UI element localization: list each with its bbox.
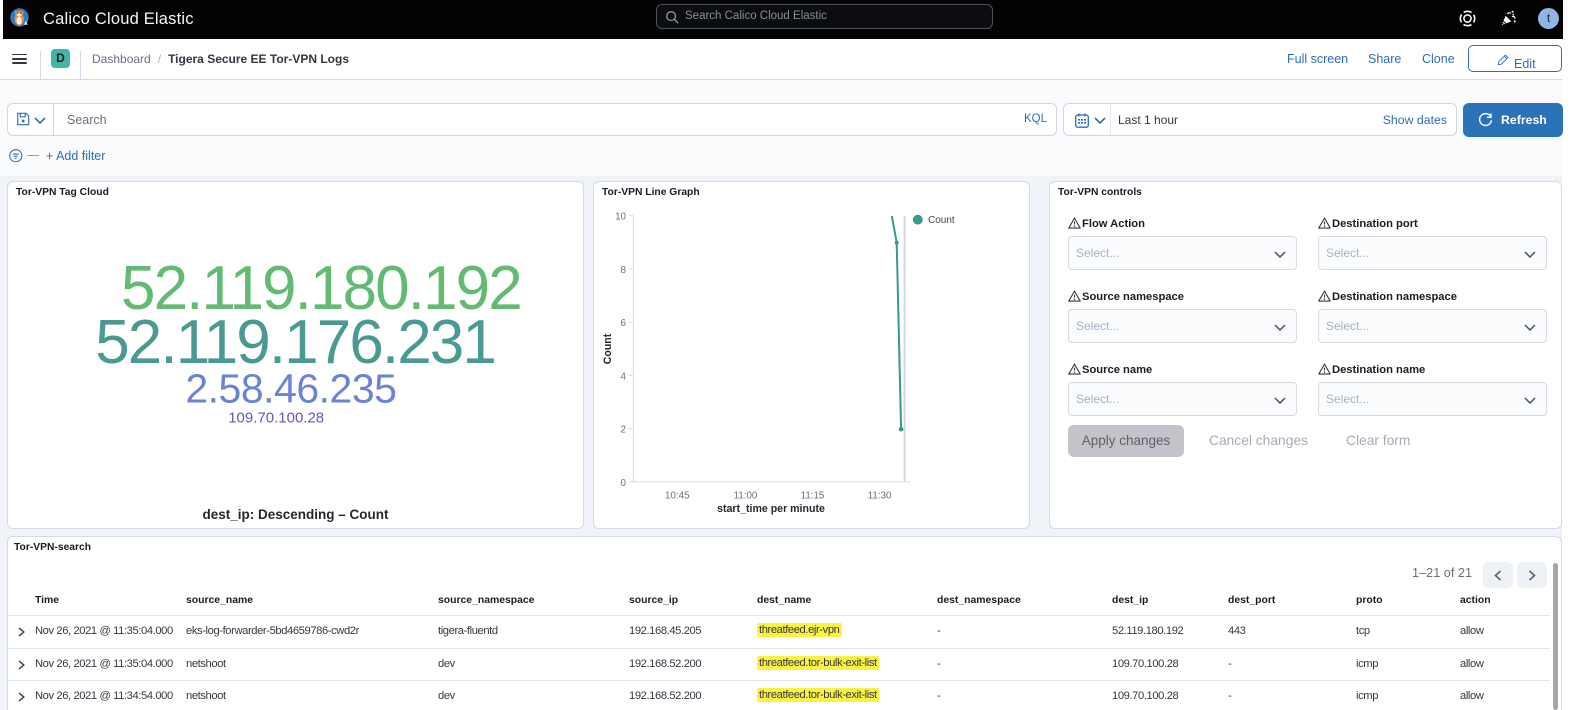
svg-text:2: 2 <box>621 425 626 436</box>
svg-text:8: 8 <box>621 265 627 276</box>
svg-text:10:45: 10:45 <box>665 491 690 502</box>
svg-text:11:00: 11:00 <box>734 491 758 502</box>
svg-text:10: 10 <box>615 212 626 223</box>
svg-text:11:15: 11:15 <box>801 491 825 502</box>
svg-text:4: 4 <box>621 371 627 382</box>
svg-text:11:30: 11:30 <box>868 491 892 502</box>
svg-text:6: 6 <box>621 318 627 329</box>
svg-text:Count: Count <box>602 333 614 364</box>
svg-text:start_time per minute: start_time per minute <box>717 503 825 515</box>
svg-text:0: 0 <box>621 478 627 489</box>
svg-text:Count: Count <box>928 215 955 226</box>
